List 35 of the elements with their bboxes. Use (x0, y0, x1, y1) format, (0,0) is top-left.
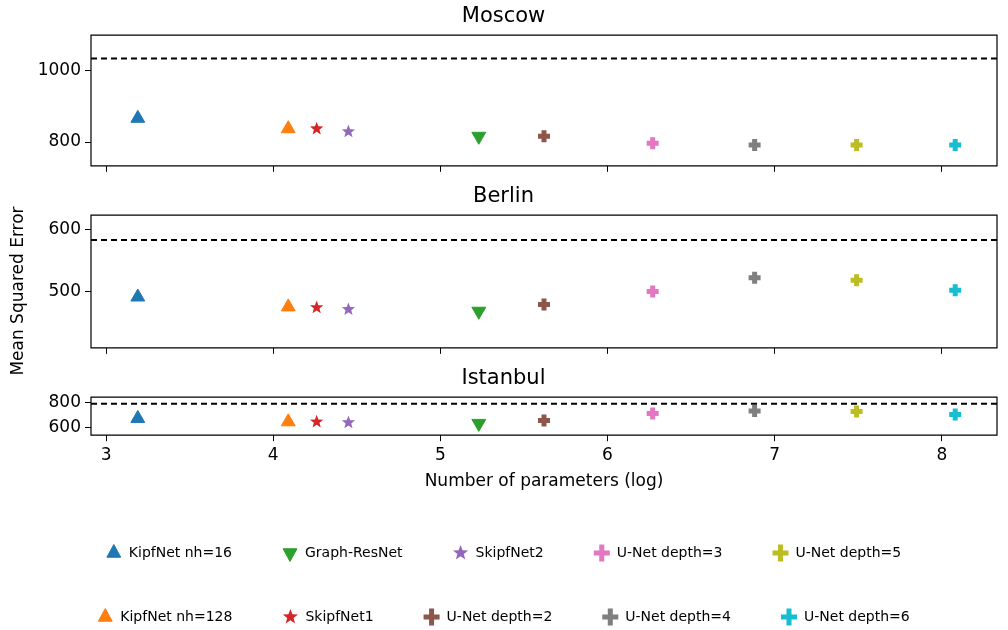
legend-label: Graph-ResNet (305, 543, 404, 560)
x-tick-label: 3 (100, 443, 112, 464)
point (130, 288, 146, 302)
legend-label: U-Net depth=4 (625, 607, 732, 624)
point (341, 415, 356, 429)
x-tick-label: 4 (267, 443, 279, 464)
point (341, 302, 356, 316)
chart-title: Berlin (473, 183, 534, 208)
y-tick-label: 600 (48, 217, 81, 238)
point (280, 413, 296, 427)
chart-title: Istanbul (461, 365, 546, 390)
point (310, 414, 324, 428)
y-tick-label: 600 (48, 415, 81, 436)
y-tick-label: 800 (48, 130, 81, 151)
legend-label: KipfNet nh=16 (128, 543, 233, 560)
y-tick-label: 1000 (37, 58, 81, 79)
point (310, 300, 324, 314)
y-axis-title: Mean Squared Error (7, 205, 27, 378)
legend-label: U-Net depth=3 (616, 543, 723, 560)
x-axis-title: Number of parameters (log) (424, 470, 664, 491)
point (130, 409, 146, 423)
x-tick-label: 8 (936, 443, 948, 464)
legend-label: U-Net depth=6 (804, 607, 910, 624)
legend-label: U-Net depth=2 (446, 607, 553, 624)
x-tick-label: 6 (602, 443, 613, 464)
legend-label: KipfNet nh=128 (120, 607, 233, 624)
y-tick-label: 800 (48, 391, 81, 412)
x-tick-label: 5 (434, 443, 446, 464)
legend-label: U-Net depth=5 (795, 543, 902, 560)
chart-title: Moscow (461, 3, 546, 28)
legend-label: SkipfNet2 (475, 543, 544, 560)
x-tick-label: 7 (769, 443, 781, 464)
point (280, 298, 296, 312)
legend-label: SkipfNet1 (305, 607, 374, 624)
y-tick-label: 500 (48, 279, 81, 300)
